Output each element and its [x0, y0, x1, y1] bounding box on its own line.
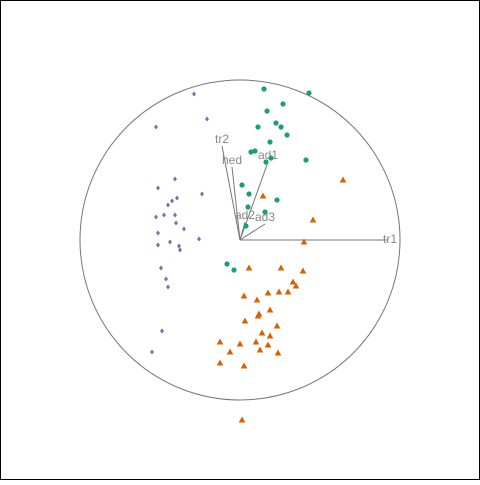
- point: [200, 191, 204, 197]
- point: [156, 230, 160, 236]
- point: [266, 306, 274, 313]
- axis-label: tr2: [215, 132, 229, 146]
- point: [238, 416, 246, 423]
- point: [299, 267, 307, 274]
- point: [154, 124, 158, 130]
- point: [173, 176, 177, 182]
- point: [182, 226, 186, 232]
- point: [303, 157, 309, 163]
- point: [273, 120, 279, 126]
- point: [254, 312, 262, 319]
- point: [150, 349, 154, 355]
- point: [278, 124, 284, 130]
- point: [162, 212, 166, 218]
- point: [256, 346, 264, 353]
- point: [154, 214, 158, 220]
- point: [274, 197, 280, 203]
- axis-vector: [239, 223, 266, 241]
- point: [216, 338, 224, 345]
- point: [246, 191, 252, 197]
- point: [289, 278, 297, 285]
- point: [166, 284, 170, 290]
- point: [245, 264, 253, 271]
- point: [156, 242, 160, 248]
- point: [268, 155, 274, 161]
- point: [277, 264, 285, 271]
- point: [170, 198, 174, 204]
- point: [306, 90, 312, 96]
- point: [266, 332, 274, 339]
- point: [252, 338, 260, 345]
- point: [258, 329, 266, 336]
- point: [267, 139, 273, 145]
- point: [236, 340, 244, 347]
- point: [274, 349, 282, 356]
- point: [216, 359, 224, 366]
- axis-vector: [221, 145, 241, 241]
- axis-label: ad1: [258, 148, 278, 162]
- point: [177, 243, 181, 249]
- axis-label: ad2: [235, 208, 255, 222]
- axis-label: ad3: [255, 210, 275, 224]
- point: [300, 238, 308, 245]
- point: [168, 239, 172, 245]
- point: [240, 362, 248, 369]
- point: [245, 204, 251, 210]
- point: [241, 317, 249, 324]
- point: [226, 348, 234, 355]
- point: [248, 149, 254, 155]
- axis-vector: [231, 166, 241, 241]
- point: [173, 212, 177, 218]
- point: [255, 124, 261, 130]
- point: [309, 216, 317, 223]
- point: [252, 148, 258, 154]
- point: [205, 116, 209, 122]
- point: [243, 223, 249, 229]
- point: [292, 282, 300, 289]
- point: [284, 288, 292, 295]
- point: [262, 209, 268, 215]
- point: [164, 276, 168, 282]
- point: [160, 328, 164, 334]
- point: [231, 267, 237, 273]
- point: [224, 261, 230, 267]
- point: [284, 132, 290, 138]
- point: [261, 86, 267, 92]
- point: [275, 288, 283, 295]
- point: [280, 101, 286, 107]
- unit-circle: [79, 79, 401, 401]
- point: [264, 341, 272, 348]
- point: [159, 265, 163, 271]
- point: [264, 108, 270, 114]
- point: [339, 176, 347, 183]
- point: [175, 195, 179, 201]
- point: [178, 247, 182, 253]
- point: [197, 236, 201, 242]
- point: [263, 159, 269, 165]
- point: [273, 322, 281, 329]
- point: [253, 296, 261, 303]
- axis-label: hed: [222, 153, 242, 167]
- point: [174, 220, 178, 226]
- point: [259, 192, 267, 199]
- point: [166, 202, 170, 208]
- point: [156, 185, 160, 191]
- point: [240, 292, 248, 299]
- axis-label: tr1: [383, 232, 397, 246]
- point: [239, 182, 245, 188]
- point: [192, 91, 196, 97]
- point: [264, 289, 272, 296]
